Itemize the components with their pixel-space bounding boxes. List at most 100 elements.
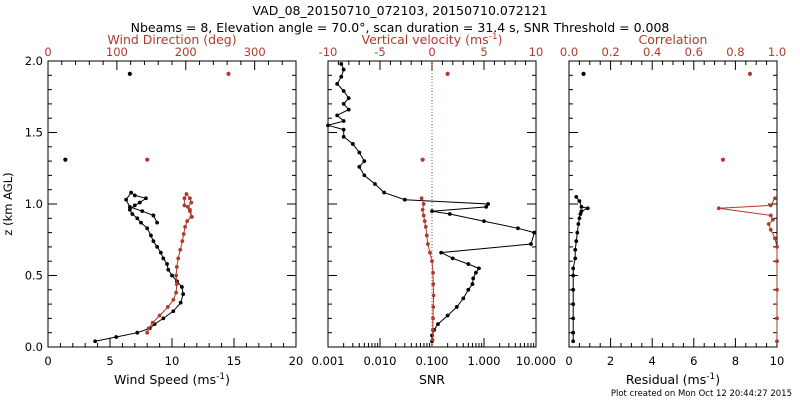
data-point (420, 207, 425, 212)
data-point (775, 339, 779, 344)
x-tick-label: 2 (607, 354, 614, 368)
data-point (63, 157, 68, 162)
data-point (575, 230, 580, 235)
data-point (573, 247, 578, 252)
data-point (450, 256, 455, 261)
data-point (161, 316, 166, 321)
data-point (140, 209, 145, 214)
data-point (341, 127, 346, 132)
data-point (430, 337, 435, 342)
data-point (571, 287, 576, 292)
x-tick-label: 10 (165, 354, 180, 368)
y-tick-label: 1.5 (25, 126, 43, 140)
series-0 (326, 61, 537, 344)
data-point (114, 335, 119, 339)
data-point (93, 339, 98, 344)
x-tick-label: 8 (732, 354, 739, 368)
data-point (176, 256, 181, 261)
data-point (178, 300, 183, 305)
data-point (571, 273, 576, 278)
data-point (170, 273, 174, 278)
data-point (430, 333, 434, 338)
data-point (373, 182, 377, 186)
y-tick-label: 0.5 (25, 269, 43, 283)
data-point (151, 239, 156, 244)
data-point (775, 287, 779, 292)
data-point (161, 256, 166, 261)
data-point (137, 200, 142, 205)
panel-residual: 0 2 4 6 8 10 Residual (ms-1) 0.0 0.2 0.4 0.6 0.8 1.0… (560, 32, 786, 387)
data-point (155, 220, 160, 225)
data-point (419, 196, 424, 201)
data-point (577, 216, 582, 221)
data-point (574, 194, 579, 199)
data-point (181, 292, 186, 296)
data-point (445, 71, 450, 76)
plot-frame (568, 60, 778, 348)
data-point (188, 196, 192, 201)
data-point (447, 212, 452, 216)
data-point (151, 213, 156, 218)
data-point (341, 89, 346, 93)
data-point (579, 204, 584, 209)
top-tick-label: 100 (106, 45, 128, 59)
series-0 (63, 71, 186, 344)
figure-subtitle: Nbeams = 8, Elevation angle = 70.0°, sca… (131, 20, 670, 35)
data-point (350, 142, 355, 146)
data-point (185, 219, 190, 224)
data-point (171, 297, 176, 302)
y-tick-label: 0.0 (25, 340, 43, 354)
data-point (720, 157, 726, 162)
data-point (157, 313, 162, 318)
data-point (341, 67, 346, 72)
data-point (155, 245, 160, 249)
data-point (362, 159, 367, 164)
x-axis-label: Wind Speed (ms-1) (114, 372, 230, 387)
data-point (339, 61, 344, 66)
series-1 (419, 71, 450, 342)
x-axis-label: Residual (ms-1) (626, 372, 720, 387)
data-point (585, 206, 590, 211)
data-point (341, 134, 346, 139)
data-point (466, 287, 471, 292)
data-point (362, 173, 367, 178)
data-point (357, 164, 362, 169)
data-point (768, 213, 773, 218)
x-tick-label: 10.000 (516, 354, 556, 368)
data-point (477, 266, 481, 271)
data-point (422, 219, 427, 224)
data-point (470, 282, 475, 286)
data-point (579, 209, 584, 214)
data-point (190, 214, 194, 219)
data-point (747, 71, 753, 76)
data-point (180, 239, 185, 244)
data-point (357, 150, 362, 155)
top-axis-label: Vertical velocity (ms-1) (361, 32, 502, 47)
series-line (95, 191, 184, 342)
data-point (471, 276, 476, 281)
data-point (184, 192, 189, 196)
data-point (183, 224, 187, 229)
data-point (145, 157, 150, 162)
data-point (127, 204, 132, 209)
data-point (402, 197, 407, 202)
top-tick-label: -5 (374, 45, 385, 59)
data-point (571, 330, 576, 335)
data-point (174, 265, 179, 269)
top-axis-label: Wind Direction (deg) (107, 32, 236, 47)
data-point (430, 209, 434, 214)
data-point (326, 123, 330, 128)
data-point (174, 282, 179, 286)
x-tick-label: 0.100 (416, 354, 449, 368)
x-tick-label: 5 (106, 354, 113, 368)
plot-frame (47, 60, 297, 348)
data-point (132, 193, 137, 198)
data-point (484, 204, 489, 209)
data-point (174, 273, 179, 278)
data-point (486, 202, 491, 206)
x-tick-label: 20 (289, 354, 304, 368)
x-axis-label: SNR (419, 372, 445, 387)
data-point (341, 119, 346, 123)
plot-created-footer: Plot created on Mon Oct 12 20:44:27 2015 (611, 389, 792, 399)
